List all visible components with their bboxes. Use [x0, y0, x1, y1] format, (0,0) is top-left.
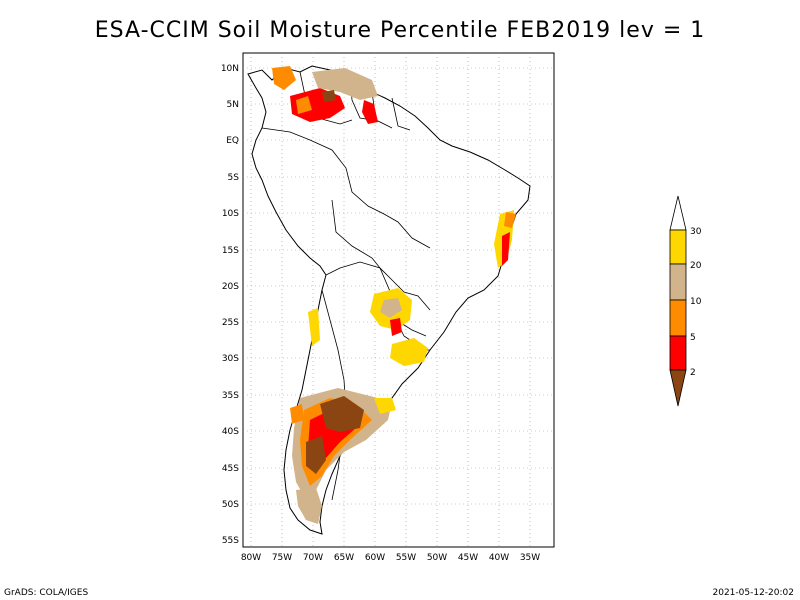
- lat-label-55s: 55S: [222, 536, 239, 546]
- map-title: ESA-CCIM Soil Moisture Percentile FEB201…: [94, 18, 706, 43]
- anomaly-uruguay-yellow: [390, 338, 428, 366]
- legend-labels: 30 20 10 5 2: [690, 227, 702, 378]
- lat-label-35s: 35S: [222, 391, 239, 401]
- lon-label-65w: 65W: [334, 553, 354, 563]
- lat-label-15s: 15S: [222, 246, 239, 256]
- footer-timestamp: 2021-05-12-20:02: [712, 588, 795, 598]
- lon-label-55w: 55W: [396, 553, 416, 563]
- legend-swatch-5-10: [669, 299, 687, 337]
- legend-swatch-2-5: [669, 335, 687, 371]
- anomaly-shading: [272, 66, 516, 524]
- anomaly-northeast-orange: [504, 212, 516, 228]
- legend-swatch-below-2: [669, 369, 687, 407]
- anomaly-north-tan: [312, 68, 378, 100]
- anomaly-paraguay-tan: [380, 298, 402, 318]
- anomaly-guiana-red: [362, 100, 378, 124]
- longitude-labels: 80W 75W 70W 65W 60W 55W 50W 45W 40W 35W: [241, 553, 540, 563]
- lon-label-70w: 70W: [303, 553, 323, 563]
- lon-label-45w: 45W: [458, 553, 478, 563]
- anomaly-colombia-orange: [296, 96, 312, 114]
- anomaly-patagonia-orange: [290, 404, 304, 424]
- lat-label-5n: 5N: [227, 100, 239, 110]
- anomaly-venezuela-brown: [322, 90, 336, 102]
- lat-label-45s: 45S: [222, 464, 239, 474]
- anomaly-north-orange: [272, 66, 296, 90]
- legend-label-2: 2: [690, 368, 696, 378]
- legend-label-5: 5: [690, 333, 696, 343]
- lat-label-30s: 30S: [222, 354, 239, 364]
- lon-label-60w: 60W: [365, 553, 385, 563]
- lon-label-40w: 40W: [489, 553, 509, 563]
- anomaly-coast-yellow: [374, 398, 396, 414]
- legend-label-30: 30: [690, 227, 702, 237]
- legend-swatch-20-30: [669, 229, 687, 265]
- lon-label-75w: 75W: [272, 553, 292, 563]
- anomaly-patagonia-brown: [306, 436, 326, 474]
- lat-label-20s: 20S: [222, 282, 239, 292]
- anomaly-andes-yellow: [308, 308, 320, 346]
- footer-credit: GrADS: COLA/IGES: [4, 588, 89, 598]
- legend-label-20: 20: [690, 261, 702, 271]
- anomaly-pampas-brown: [320, 396, 364, 432]
- legend-swatch-above-30: [669, 195, 687, 231]
- anomaly-paraguay-red: [390, 318, 402, 336]
- lat-label-5s: 5S: [228, 173, 240, 183]
- lat-label-10n: 10N: [221, 64, 239, 74]
- lat-label-25s: 25S: [222, 318, 239, 328]
- lat-label-50s: 50S: [222, 500, 239, 510]
- lon-label-50w: 50W: [427, 553, 447, 563]
- legend-swatch-10-20: [669, 263, 687, 301]
- anomaly-northeast-red: [502, 232, 510, 266]
- legend-colorbar: [669, 195, 687, 407]
- lat-label-10s: 10S: [222, 209, 239, 219]
- lon-label-80w: 80W: [241, 553, 261, 563]
- lon-label-35w: 35W: [520, 553, 540, 563]
- lat-label-eq: EQ: [226, 136, 239, 146]
- lat-label-40s: 40S: [222, 427, 239, 437]
- latitude-labels: 10N 5N EQ 5S 10S 15S 20S 25S 30S 35S 40S…: [221, 64, 239, 546]
- legend-label-10: 10: [690, 297, 702, 307]
- anomaly-patagonia-tan: [296, 488, 322, 524]
